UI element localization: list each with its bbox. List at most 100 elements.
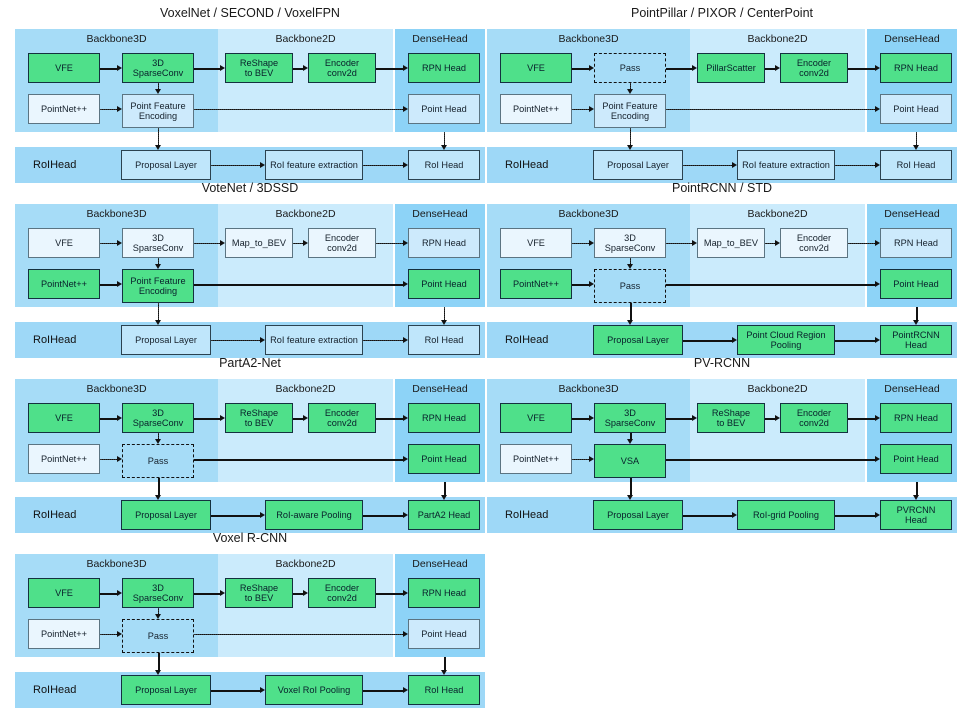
dotted-connector-vertical — [158, 433, 159, 440]
box-mid2d_b: Encoder conv2d — [308, 578, 376, 608]
connector-horizontal — [363, 515, 404, 517]
section-label-backbone2d: Backbone2D — [275, 33, 336, 45]
arrowhead-right-icon — [589, 65, 594, 72]
box-vfe: VFE — [500, 403, 572, 433]
arrowhead-right-icon — [403, 337, 408, 344]
arrowhead-right-icon — [732, 512, 737, 519]
arrowhead-right-icon — [589, 240, 594, 247]
arrowhead-down-icon — [627, 320, 634, 325]
box-proposal: Proposal Layer — [121, 675, 211, 705]
arrowhead-down-icon — [155, 670, 162, 675]
box-pooling: RoI feature extraction — [265, 150, 363, 180]
box-pfe: Point Feature Encoding — [122, 269, 194, 303]
arrowhead-down-icon — [627, 89, 634, 94]
box-rpn_head: RPN Head — [880, 53, 952, 83]
box-pooling: RoI-grid Pooling — [737, 500, 835, 530]
box-rpn_head: RPN Head — [880, 403, 952, 433]
arrowhead-right-icon — [117, 281, 122, 288]
dotted-connector-vertical — [158, 258, 159, 265]
section-label-densehead: DenseHead — [884, 208, 940, 220]
arrowhead-right-icon — [260, 162, 265, 169]
box-roi_head: RoI Head — [408, 675, 480, 705]
section-label-roihead: RoIHead — [33, 334, 77, 346]
model-panel-votenet: VoteNet / 3DSSD Backbone3D Backbone2D Dense… — [15, 179, 485, 361]
box-pfe: Point Feature Encoding — [594, 94, 666, 128]
connector-horizontal — [194, 284, 404, 286]
box-point_head: Point Head — [408, 444, 480, 474]
connector-horizontal — [100, 418, 118, 420]
box-point_head: Point Head — [408, 269, 480, 299]
connector-horizontal — [666, 68, 693, 70]
section-label-densehead: DenseHead — [884, 33, 940, 45]
connector-vertical — [916, 482, 918, 496]
dotted-connector-vertical — [158, 83, 159, 90]
arrowhead-down-icon — [441, 670, 448, 675]
dotted-connector-horizontal — [765, 243, 776, 244]
section-label-densehead: DenseHead — [412, 33, 468, 45]
connector-horizontal — [666, 459, 876, 461]
dotted-connector-horizontal — [100, 243, 118, 244]
box-pointnet: PointNet++ — [28, 269, 100, 299]
box-pointnet: PointNet++ — [28, 444, 100, 474]
arrowhead-down-icon — [913, 145, 920, 150]
arrowhead-right-icon — [875, 456, 880, 463]
box-proposal: Proposal Layer — [121, 325, 211, 355]
box-pointnet: PointNet++ — [500, 94, 572, 124]
arrowhead-right-icon — [117, 240, 122, 247]
arrowhead-right-icon — [692, 240, 697, 247]
box-vfe: VFE — [500, 228, 572, 258]
section-label-roihead: RoIHead — [505, 509, 549, 521]
arrowhead-right-icon — [117, 456, 122, 463]
arrowhead-right-icon — [117, 415, 122, 422]
arrowhead-right-icon — [403, 415, 408, 422]
connector-vertical — [444, 482, 446, 496]
dotted-connector-vertical — [630, 258, 631, 265]
dotted-connector-horizontal — [100, 634, 118, 635]
box-roi_head: PVRCNN Head — [880, 500, 952, 530]
arrowhead-right-icon — [875, 281, 880, 288]
box-roi_head: PartA2 Head — [408, 500, 480, 530]
dotted-connector-horizontal — [363, 165, 404, 166]
arrowhead-right-icon — [220, 65, 225, 72]
arrowhead-right-icon — [589, 415, 594, 422]
box-roi_head: RoI Head — [408, 325, 480, 355]
arrowhead-right-icon — [403, 512, 408, 519]
box-point_head: Point Head — [880, 269, 952, 299]
arrowhead-down-icon — [627, 495, 634, 500]
arrowhead-right-icon — [260, 337, 265, 344]
section-label-backbone3d: Backbone3D — [558, 33, 619, 45]
box-rpn_head: RPN Head — [408, 578, 480, 608]
box-mid2d_b: Encoder conv2d — [780, 403, 848, 433]
section-label-backbone2d: Backbone2D — [747, 33, 808, 45]
box-rpn_head: RPN Head — [880, 228, 952, 258]
box-pointnet: PointNet++ — [500, 269, 572, 299]
connector-horizontal — [666, 284, 876, 286]
connector-vertical — [158, 653, 160, 671]
connector-horizontal — [666, 418, 693, 420]
model-panel-parta2: PartA2-Net Backbone3D Backbone2D DenseHead R… — [15, 354, 485, 536]
arrowhead-right-icon — [589, 106, 594, 113]
connector-horizontal — [572, 284, 590, 286]
arrowhead-down-icon — [155, 89, 162, 94]
model-panel-pointrcnn: PointRCNN / STD Backbone3D Backbone2D Dense… — [487, 179, 957, 361]
arrowhead-right-icon — [403, 281, 408, 288]
connector-vertical — [916, 307, 918, 321]
arrowhead-right-icon — [775, 415, 780, 422]
arrowhead-right-icon — [117, 631, 122, 638]
box-point_head: Point Head — [408, 619, 480, 649]
connector-horizontal — [848, 68, 876, 70]
box-point_head: Point Head — [880, 94, 952, 124]
arrowhead-down-icon — [155, 320, 162, 325]
box-rpn_head: RPN Head — [408, 403, 480, 433]
model-panel-pointpillar: PointPillar / PIXOR / CenterPoint Backbon… — [487, 4, 957, 186]
dotted-connector-vertical — [630, 83, 631, 90]
dotted-connector-horizontal — [363, 340, 404, 341]
connector-horizontal — [363, 690, 404, 692]
connector-horizontal — [100, 68, 118, 70]
panel-title: VoteNet / 3DSSD — [201, 181, 299, 195]
dotted-connector-vertical — [158, 608, 159, 615]
section-label-backbone2d: Backbone2D — [747, 208, 808, 220]
connector-vertical — [630, 433, 632, 440]
box-proposal: Proposal Layer — [593, 150, 683, 180]
